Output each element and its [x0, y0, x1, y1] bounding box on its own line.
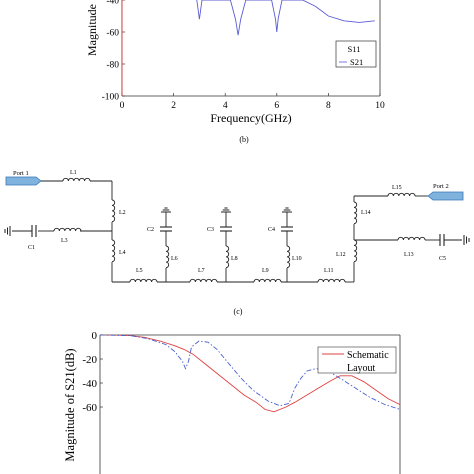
panel-d-legend-layout-label: Layout — [347, 363, 376, 374]
inductor-l12 — [353, 239, 358, 263]
ground-c2-icon — [160, 207, 172, 213]
inductor-l15 — [387, 192, 416, 197]
port-1-arrow-shape — [5, 176, 42, 186]
ground-c3-icon — [220, 207, 232, 213]
inductor-l11 — [317, 278, 346, 283]
panel-c: Port 1 L1 L2 L3 C1 L4 L5 — [4, 170, 470, 316]
panel-b-y-tick-label-1: -60 — [106, 29, 119, 39]
inductor-l3 — [53, 227, 82, 232]
label-l15: L15 — [392, 185, 402, 191]
panel-d-legend-schematic-label: Schematic — [347, 350, 389, 361]
ground-right-icon — [463, 235, 470, 245]
port-1: Port 1 — [5, 170, 42, 186]
panel-b-x-tick-label-3: 6 — [274, 101, 279, 111]
inductor-l10 — [286, 245, 291, 269]
label-l14: L14 — [361, 210, 371, 216]
panel-b-x-ticks: 0 2 4 6 8 10 — [120, 93, 385, 111]
panel-d-legend: Schematic Layout — [317, 346, 397, 374]
label-l4: L4 — [119, 250, 126, 256]
label-l7: L7 — [198, 268, 205, 274]
panel-d-y-tick-label-1: -20 — [82, 354, 97, 366]
label-c5: C5 — [439, 256, 446, 262]
port-2: Port 2 — [427, 183, 464, 201]
inductor-l5 — [129, 278, 158, 283]
panel-b-x-tick-label-4: 8 — [326, 101, 331, 111]
panel-d: 0 -20 -40 -60 Magnitude of S21(dB) Schemati… — [63, 330, 401, 474]
label-l5: L5 — [136, 268, 143, 274]
panel-b-series — [122, 0, 375, 96]
label-c1: C1 — [28, 245, 35, 251]
port-2-arrow-shape — [427, 191, 464, 201]
panel-b-y-ticks: -40 -60 -80 -100 — [102, 0, 125, 103]
label-l6: L6 — [171, 256, 178, 262]
panel-b-series-s11-line — [196, 0, 375, 36]
panel-b-plot-area: 0 2 4 6 8 10 -40 -60 -80 -100 — [102, 0, 385, 111]
port-1-label: Port 1 — [13, 170, 29, 177]
capacitor-c1 — [31, 225, 37, 237]
panel-b-legend-s21-label: S21 — [350, 57, 363, 67]
panel-d-y-tick-label-0: 0 — [92, 330, 98, 342]
label-l2: L2 — [119, 210, 126, 216]
panel-b-x-axis-label: Frequency(GHz) — [210, 111, 291, 125]
inductor-l1 — [62, 177, 91, 182]
panel-b-x-tick-label-5: 10 — [375, 101, 385, 111]
panel-b-y-tick-label-2: -80 — [106, 61, 119, 71]
panel-d-y-ticks: 0 -20 -40 -60 — [82, 330, 103, 414]
capacitor-c3 — [220, 226, 232, 232]
panel-b-y-axis-label: Magnitude — [85, 4, 99, 56]
label-l8: L8 — [231, 256, 238, 262]
panel-d-y-tick-label-3: -60 — [82, 402, 97, 414]
panel-d-y-tick-label-2: -40 — [82, 378, 97, 390]
label-l9: L9 — [262, 268, 269, 274]
capacitor-c4 — [281, 226, 293, 232]
panel-d-series-schematic-line — [100, 335, 400, 413]
panel-b-legend-s11-label: S11 — [348, 44, 361, 54]
panel-d-legend-box — [317, 346, 397, 374]
label-c3: C3 — [207, 227, 214, 233]
inductor-l9 — [253, 278, 282, 283]
ground-c4-icon — [281, 207, 293, 213]
label-l11: L11 — [324, 268, 333, 274]
label-l1: L1 — [70, 170, 77, 176]
label-c2: C2 — [147, 227, 154, 233]
panel-b-y-tick-label-0: -40 — [106, 0, 119, 7]
panel-b-caption: (b) — [239, 135, 249, 144]
panel-b-x-tick-label-2: 4 — [223, 101, 228, 111]
inductor-l13 — [397, 236, 426, 241]
ground-left-icon — [4, 226, 11, 236]
panel-d-series — [100, 335, 400, 413]
panel-b-legend: S11 S21 — [335, 40, 377, 68]
inductor-l6 — [165, 245, 170, 269]
panel-b-x-tick-label-0: 0 — [120, 101, 125, 111]
inductor-l14 — [353, 201, 358, 225]
capacitor-c2 — [160, 226, 172, 232]
inductor-l7 — [189, 278, 218, 283]
panel-d-y-axis-label: Magnitude of S21(dB) — [63, 348, 77, 461]
panel-b-x-tick-label-1: 2 — [171, 101, 176, 111]
label-l13: L13 — [404, 252, 414, 258]
label-l10: L10 — [292, 256, 302, 262]
inductor-l4 — [111, 239, 116, 263]
panel-d-series-layout-line — [100, 335, 400, 410]
panel-c-caption: (c) — [234, 307, 243, 316]
inductor-l2 — [111, 199, 116, 223]
label-l12: L12 — [336, 252, 346, 258]
panel-b-legend-box — [335, 40, 377, 68]
panel-b: 0 2 4 6 8 10 -40 -60 -80 -100 Magnitude Frequenc… — [85, 0, 385, 144]
inductor-l8 — [225, 245, 230, 269]
port-2-label: Port 2 — [433, 183, 449, 190]
panel-b-y-tick-label-3: -100 — [102, 93, 120, 103]
label-l3: L3 — [61, 238, 68, 244]
capacitor-c5 — [439, 234, 445, 246]
label-c4: C4 — [268, 227, 275, 233]
